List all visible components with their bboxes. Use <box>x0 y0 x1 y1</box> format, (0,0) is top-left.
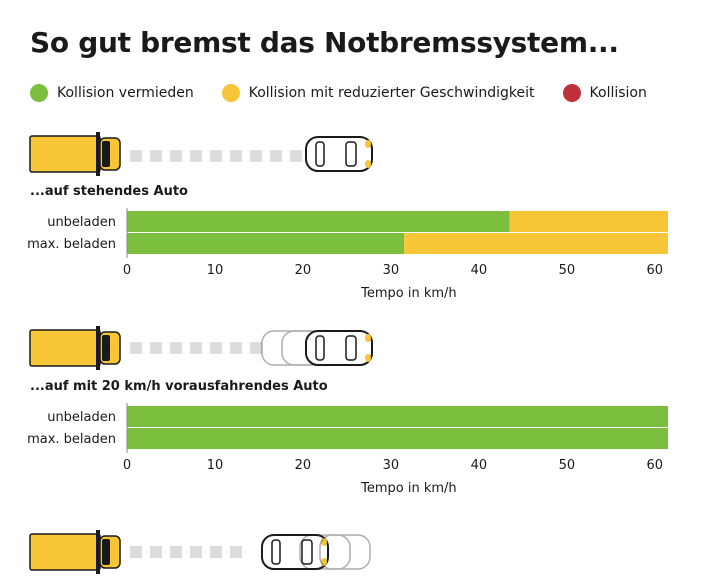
motion-trail-icon <box>130 342 262 354</box>
scene-illustration-stationary <box>0 124 710 184</box>
car-icon <box>305 136 373 172</box>
bar-chart-stationary: unbeladen max. beladen 0 10 20 30 40 50 60 Tempo … <box>0 208 710 308</box>
tick-label: 10 <box>207 458 224 473</box>
legend-label: Kollision vermieden <box>57 85 194 101</box>
chart-svg: unbeladen max. beladen 0 10 20 30 40 50 60 Tempo … <box>27 208 668 301</box>
section-label-moving: ...auf mit 20 km/h vorausfahrendes Auto <box>30 379 328 394</box>
bar <box>127 233 405 254</box>
x-axis-title: Tempo in km/h <box>360 286 457 301</box>
category-label: unbeladen <box>47 410 116 425</box>
car-icon <box>305 330 373 366</box>
tick-label: 10 <box>207 263 224 278</box>
motion-trail-icon <box>130 546 242 558</box>
legend-dot-red <box>562 84 581 102</box>
legend-item-collision: Kollision <box>562 84 647 102</box>
tick-label: 20 <box>295 263 312 278</box>
x-axis-title: Tempo in km/h <box>360 481 457 496</box>
category-label: max. beladen <box>27 237 116 252</box>
tick-label: 40 <box>471 458 488 473</box>
tick-label: 20 <box>295 458 312 473</box>
tick-label: 50 <box>559 263 576 278</box>
legend-label: Kollision <box>589 85 647 101</box>
bar <box>127 406 668 427</box>
tick-label: 0 <box>123 458 131 473</box>
chart-svg: unbeladen max. beladen 0 10 20 30 40 50 60 Tempo … <box>27 403 668 496</box>
tick-label: 30 <box>383 263 400 278</box>
car-ghost-icon <box>299 534 371 570</box>
bar <box>127 211 510 232</box>
truck-icon <box>29 530 121 574</box>
legend-dot-green <box>30 84 48 102</box>
section-label-stationary: ...auf stehendes Auto <box>30 184 188 199</box>
category-label: unbeladen <box>47 215 116 230</box>
truck-icon <box>29 326 121 370</box>
tick-label: 40 <box>471 263 488 278</box>
legend: Kollision vermieden Kollision mit reduzi… <box>30 84 675 102</box>
bar <box>127 428 668 449</box>
bar <box>509 211 668 232</box>
category-label: max. beladen <box>27 432 116 447</box>
car-icon <box>261 534 329 570</box>
tick-label: 60 <box>647 458 664 473</box>
legend-item-avoided: Kollision vermieden <box>30 84 194 102</box>
legend-dot-yellow <box>221 84 240 102</box>
tick-label: 60 <box>647 263 664 278</box>
tick-label: 50 <box>559 458 576 473</box>
scene-illustration-third <box>0 522 710 582</box>
bar-chart-moving: unbeladen max. beladen 0 10 20 30 40 50 60 Tempo … <box>0 403 710 503</box>
tick-label: 30 <box>383 458 400 473</box>
truck-icon <box>29 132 121 176</box>
tick-label: 0 <box>123 263 131 278</box>
legend-item-reduced: Kollision mit reduzierter Geschwindigkei… <box>221 84 535 102</box>
scene-illustration-moving <box>0 318 710 378</box>
page-title: So gut bremst das Notbremssystem... <box>30 26 619 59</box>
bar <box>404 233 668 254</box>
motion-trail-icon <box>130 150 302 162</box>
legend-label: Kollision mit reduzierter Geschwindigkei… <box>248 85 535 101</box>
